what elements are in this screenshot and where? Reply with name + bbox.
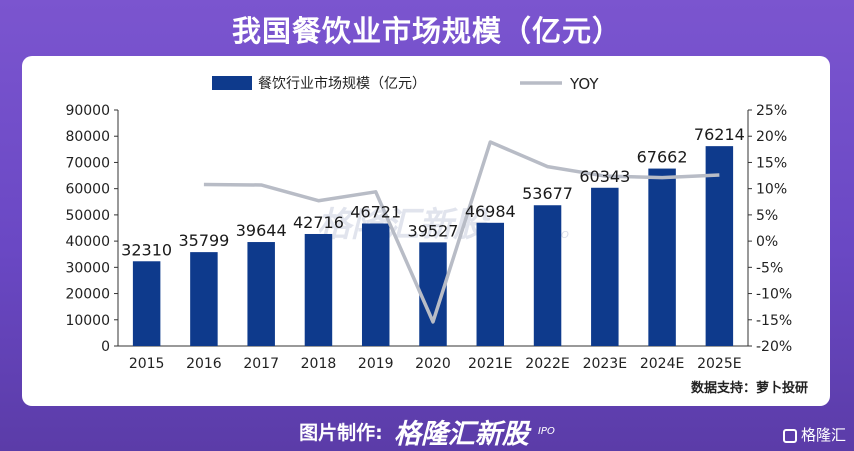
x-tick-label: 2023E — [583, 356, 627, 372]
bar-value-label: 32310 — [121, 240, 172, 259]
watermark-text: 格隆汇新股 — [317, 205, 491, 245]
y-left-tick-label: 70000 — [65, 155, 110, 171]
corner-brand: 格隆汇 — [782, 424, 846, 445]
chart-svg: 格隆汇新股IPO01000020000300004000050000600007… — [65, 75, 808, 396]
x-tick-label: 2021E — [468, 356, 512, 372]
legend-line-label: YOY — [569, 75, 599, 93]
y-right-tick-label: 15% — [756, 155, 787, 171]
footer-brand: 格隆汇新股 — [393, 419, 529, 450]
y-left-tick-label: 90000 — [65, 103, 110, 119]
bar — [476, 222, 505, 346]
x-tick-label: 2015 — [129, 356, 165, 372]
bar-value-label: 67662 — [637, 148, 688, 167]
bar-value-label: 39527 — [408, 221, 459, 240]
footer-label: 图片制作: — [299, 422, 383, 444]
x-tick-label: 2025E — [697, 356, 741, 372]
chart-card: 格隆汇新股IPO01000020000300004000050000600007… — [22, 56, 830, 406]
y-left-tick-label: 0 — [101, 339, 110, 355]
y-right-tick-label: -15% — [756, 313, 792, 329]
x-tick-label: 2024E — [640, 356, 684, 372]
x-tick-label: 2022E — [525, 356, 569, 372]
legend-bar-label: 餐饮行业市场规模（亿元） — [258, 75, 426, 92]
footer-brand-sub: IPO — [537, 426, 555, 437]
brand-logo-icon — [782, 428, 797, 443]
yoy-line — [203, 140, 720, 324]
y-right-tick-label: 20% — [756, 129, 787, 145]
x-tick-label: 2016 — [186, 356, 222, 372]
y-left-tick-label: 10000 — [65, 313, 110, 329]
y-left-tick-label: 50000 — [65, 208, 110, 224]
x-tick-label: 2020 — [415, 356, 451, 372]
y-right-tick-label: 25% — [756, 103, 787, 119]
y-left-tick-label: 20000 — [65, 287, 110, 303]
bar — [304, 233, 333, 346]
x-tick-label: 2017 — [243, 356, 279, 372]
y-right-tick-label: -5% — [756, 260, 783, 276]
footer-credit: 图片制作: 格隆汇新股 IPO — [0, 412, 854, 451]
bar — [533, 205, 562, 346]
corner-brand-label: 格隆汇 — [800, 426, 846, 444]
source-note: 数据支持：萝卜投研 — [691, 380, 808, 396]
bar-value-label: 60343 — [579, 167, 630, 186]
y-left-tick-label: 80000 — [65, 129, 110, 145]
bar-value-label: 46721 — [350, 202, 401, 221]
bar — [361, 223, 390, 346]
y-left-tick-label: 40000 — [65, 234, 110, 250]
x-tick-label: 2018 — [301, 356, 337, 372]
bar-value-label: 53677 — [522, 184, 573, 203]
y-right-tick-label: 5% — [756, 208, 778, 224]
y-right-tick-label: 0% — [756, 234, 778, 250]
x-tick-label: 2019 — [358, 356, 394, 372]
y-left-tick-label: 60000 — [65, 182, 110, 198]
bar — [190, 252, 218, 346]
y-right-tick-label: -20% — [756, 339, 792, 355]
bar-value-label: 46984 — [465, 202, 516, 221]
legend-bar-swatch — [212, 76, 252, 90]
bar — [247, 242, 275, 346]
bar — [591, 187, 619, 346]
bar — [705, 146, 734, 346]
bar — [132, 261, 161, 346]
y-left-tick-label: 30000 — [65, 260, 110, 276]
page-title: 我国餐饮业市场规模（亿元） — [231, 14, 622, 48]
bar-value-label: 35799 — [178, 231, 229, 250]
bar-value-label: 42716 — [293, 213, 344, 232]
bar — [648, 168, 676, 346]
y-right-tick-label: -10% — [756, 287, 792, 303]
y-right-tick-label: 10% — [756, 182, 787, 198]
bar-value-label: 39644 — [236, 221, 287, 240]
bar-value-label: 76214 — [694, 125, 745, 144]
